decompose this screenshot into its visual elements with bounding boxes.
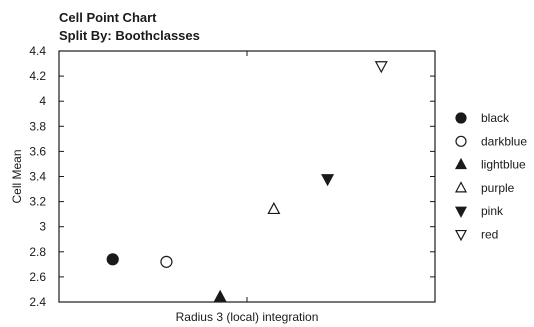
y-axis-title: Cell Mean [10,149,24,203]
legend-marker-darkblue [455,135,467,147]
legend-marker-lightblue [454,157,468,170]
y-tick-label: 3 [39,220,46,234]
y-tick-label: 4.4 [29,44,46,58]
legend-label-lightblue: lightblue [481,158,526,172]
legend-marker-pink [454,206,468,218]
y-axis-ticks: 2.4 2.6 2.8 3 3.2 3.4 3.6 3.8 4 4.2 4.4 [29,44,435,309]
legend-marker-black [455,112,467,124]
data-points [106,61,388,302]
y-tick-label: 3.6 [29,144,46,158]
y-tick-label: 2.4 [29,295,46,309]
data-point-pink [321,174,335,187]
x-axis-title: Radius 3 (local) integration [176,310,319,324]
y-tick-label: 4 [39,94,46,108]
y-tick-label: 3.8 [29,119,46,133]
legend-label-purple: purple [481,181,515,195]
chart-title: Cell Point Chart [59,10,157,25]
legend-marker-purple [454,181,468,193]
y-tick-label: 3.2 [29,195,46,209]
legend-label-red: red [481,228,498,242]
legend-label-black: black [481,111,510,125]
data-point-black [106,253,119,266]
data-point-darkblue [160,255,173,268]
legend-label-pink: pink [481,204,504,218]
chart-subtitle: Split By: Boothclasses [59,28,200,43]
y-tick-label: 4.2 [29,69,46,83]
legend-marker-red [454,229,468,242]
legend-label-darkblue: darkblue [481,134,527,148]
chart-legend: black darkblue lightblue purple pink red [454,111,527,242]
data-point-lightblue [213,289,227,302]
y-tick-label: 2.6 [29,270,46,284]
y-tick-label: 3.4 [29,170,46,184]
y-tick-label: 2.8 [29,245,46,259]
data-point-red [374,61,388,74]
data-point-purple [267,201,281,215]
